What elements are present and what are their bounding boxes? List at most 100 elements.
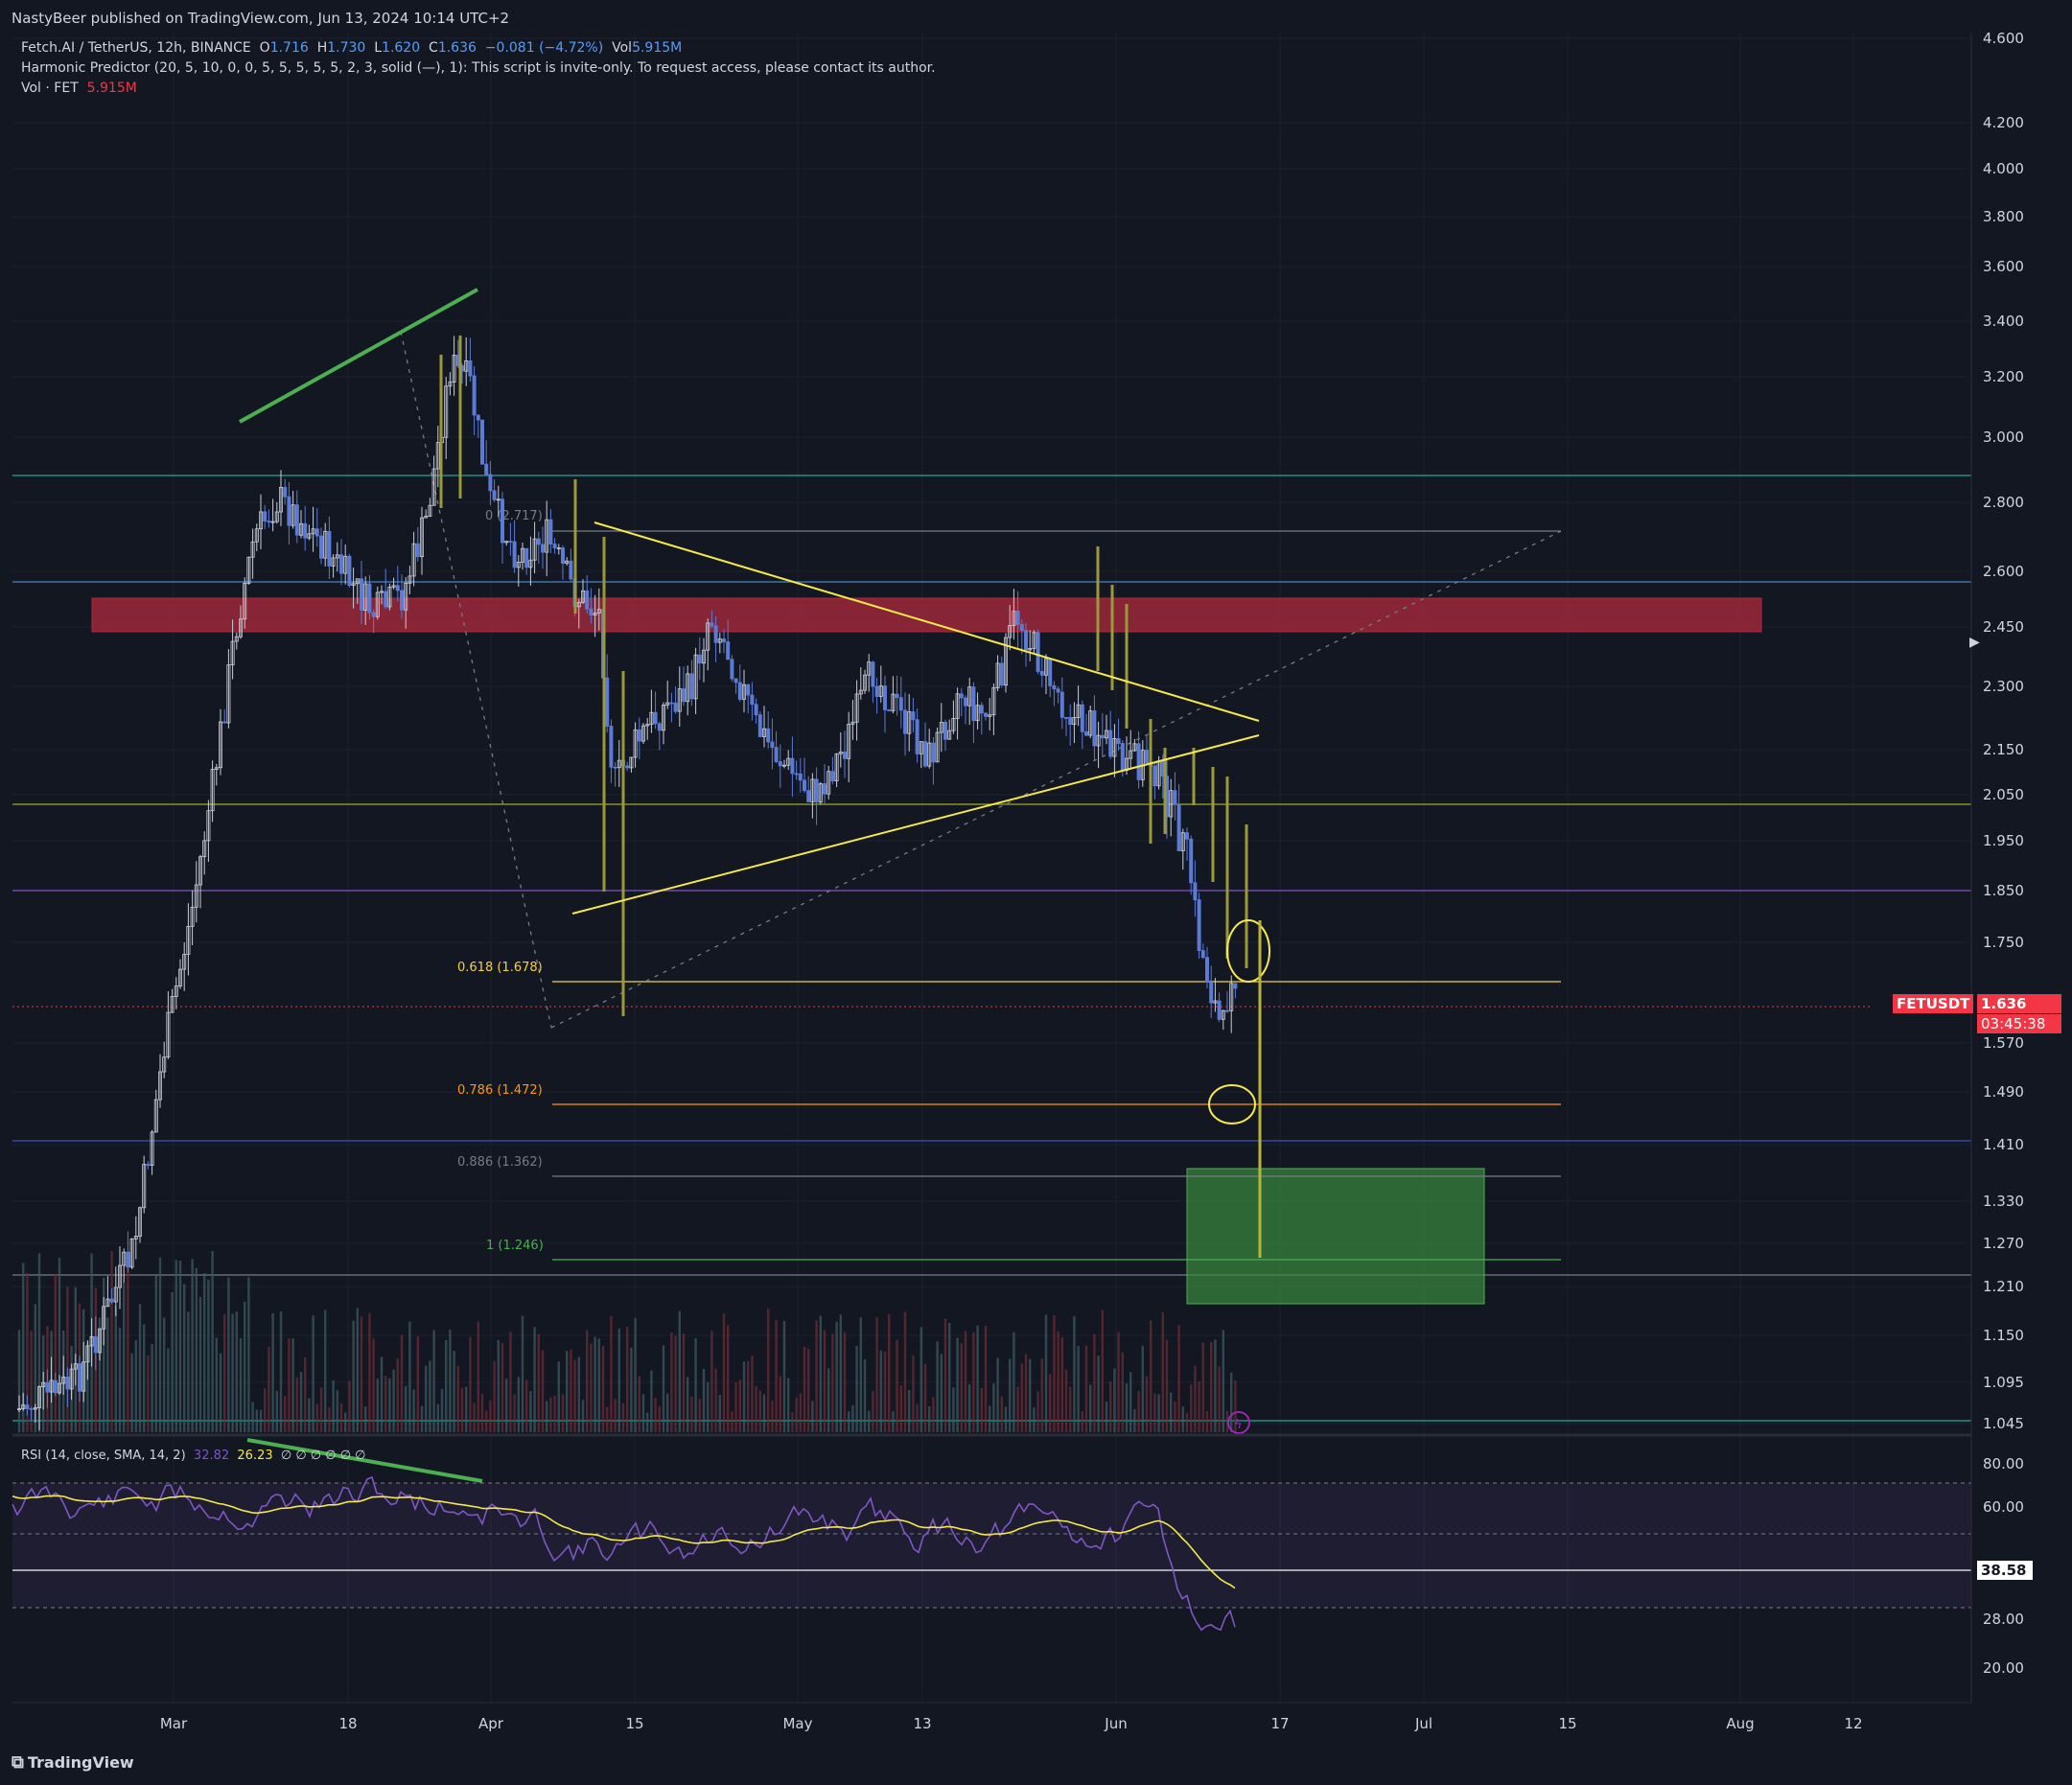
volume-bar [755, 1385, 757, 1432]
volume-bar [968, 1384, 971, 1432]
candle-body [1076, 704, 1081, 718]
candle-body [762, 728, 767, 737]
volume-bar [952, 1387, 955, 1432]
candle-body [1205, 957, 1210, 983]
volume-bar [312, 1315, 314, 1432]
volume-bar [247, 1277, 250, 1432]
current-price-tag: 1.636 [1977, 994, 2061, 1013]
candle-body [210, 769, 215, 812]
volume-bar [694, 1338, 697, 1432]
volume-bar [843, 1332, 847, 1432]
volume-bar [899, 1385, 902, 1432]
volume-bar [1113, 1368, 1116, 1432]
candle-body [854, 693, 859, 723]
volume-bar [718, 1395, 721, 1432]
candle-body [717, 638, 722, 643]
rsi-legend: RSI (14, close, SMA, 14, 2) 32.82 26.23 … [21, 1449, 366, 1463]
legend-vol-label: Vol [612, 40, 633, 56]
candle-body [331, 557, 336, 567]
candle-body [118, 1264, 123, 1288]
candle-body [379, 591, 384, 593]
volume-bar [485, 1410, 488, 1432]
candle-body [823, 783, 827, 795]
candle-body [706, 622, 710, 651]
candle-body [898, 697, 903, 711]
candle-body [399, 590, 404, 611]
rsi-tick-label: 60.00 [1983, 1498, 2024, 1516]
candle-body [532, 538, 537, 561]
candle-body [492, 490, 497, 500]
volume-bar [158, 1257, 162, 1432]
volume-bar [138, 1304, 142, 1432]
legend-high-label: H [316, 40, 328, 56]
volume-bar [235, 1311, 238, 1432]
volume-bar [227, 1277, 230, 1432]
volume-bar [626, 1327, 629, 1432]
candle-body [907, 711, 912, 734]
volume-bar [1089, 1384, 1092, 1432]
candle-body [814, 778, 819, 803]
candle-body [109, 1298, 114, 1303]
volume-bar [352, 1320, 355, 1432]
volume-bar [799, 1393, 802, 1432]
volume-bar [767, 1309, 770, 1432]
legend-close-label: C [429, 40, 438, 56]
candle-body [177, 968, 182, 986]
volume-bar [1198, 1380, 1200, 1432]
candle-body [29, 1407, 34, 1410]
candle-body [565, 560, 570, 564]
candle-body [1084, 730, 1089, 736]
candle-body [964, 697, 968, 707]
time-axis-label: Apr [478, 1715, 504, 1732]
volume-bar [687, 1377, 689, 1432]
volume-bar [400, 1334, 404, 1432]
volume-bar [360, 1316, 363, 1432]
volume-bar [1194, 1365, 1197, 1432]
volume-bar [662, 1345, 665, 1432]
volume-bar [1129, 1372, 1132, 1432]
volume-bar [408, 1321, 411, 1432]
candle-body [287, 496, 291, 526]
candle-body [351, 583, 356, 587]
candle-body [863, 674, 868, 691]
volume-bar [698, 1399, 701, 1432]
candle-body [541, 544, 546, 553]
volume-bar [529, 1391, 532, 1432]
volume-bar [1201, 1342, 1204, 1432]
volume-bar [1161, 1311, 1164, 1432]
candle-body [984, 712, 989, 717]
candle-body [501, 498, 505, 544]
candle-body [1176, 803, 1181, 851]
candle-body [105, 1298, 110, 1308]
candle-body [33, 1407, 37, 1410]
volume-bar [791, 1412, 794, 1432]
candle-body [625, 765, 630, 769]
candle-body [1197, 899, 1201, 951]
candle-body [750, 694, 755, 706]
symbol-price-tag: FETUSDT [1893, 994, 1974, 1013]
candle-body [596, 609, 601, 614]
axis-scroll-arrow-icon[interactable]: ▶ [1969, 635, 1980, 650]
price-tick-label: 1.095 [1983, 1374, 2024, 1391]
candle-body [1028, 647, 1033, 651]
volume-bar [388, 1378, 391, 1432]
volume-bar [1020, 1363, 1023, 1432]
flash-alert-icon[interactable] [1227, 1411, 1250, 1434]
candle-body [818, 783, 823, 803]
candle-body [1059, 691, 1064, 718]
candle-body [472, 375, 477, 416]
volume-bar [517, 1377, 520, 1432]
candle-body [673, 703, 678, 712]
candle-body [468, 359, 473, 377]
volume-bar [30, 1331, 33, 1432]
candle-body [665, 702, 670, 706]
volume-bar [480, 1393, 484, 1432]
volume-bar [440, 1388, 444, 1432]
volume-bar [989, 1405, 991, 1432]
candle-body [939, 721, 943, 733]
candle-body [274, 511, 279, 522]
tradingview-logo[interactable]: ⧉ TradingView [12, 1752, 134, 1773]
volume-bar [279, 1310, 283, 1432]
candle-body [585, 590, 590, 610]
